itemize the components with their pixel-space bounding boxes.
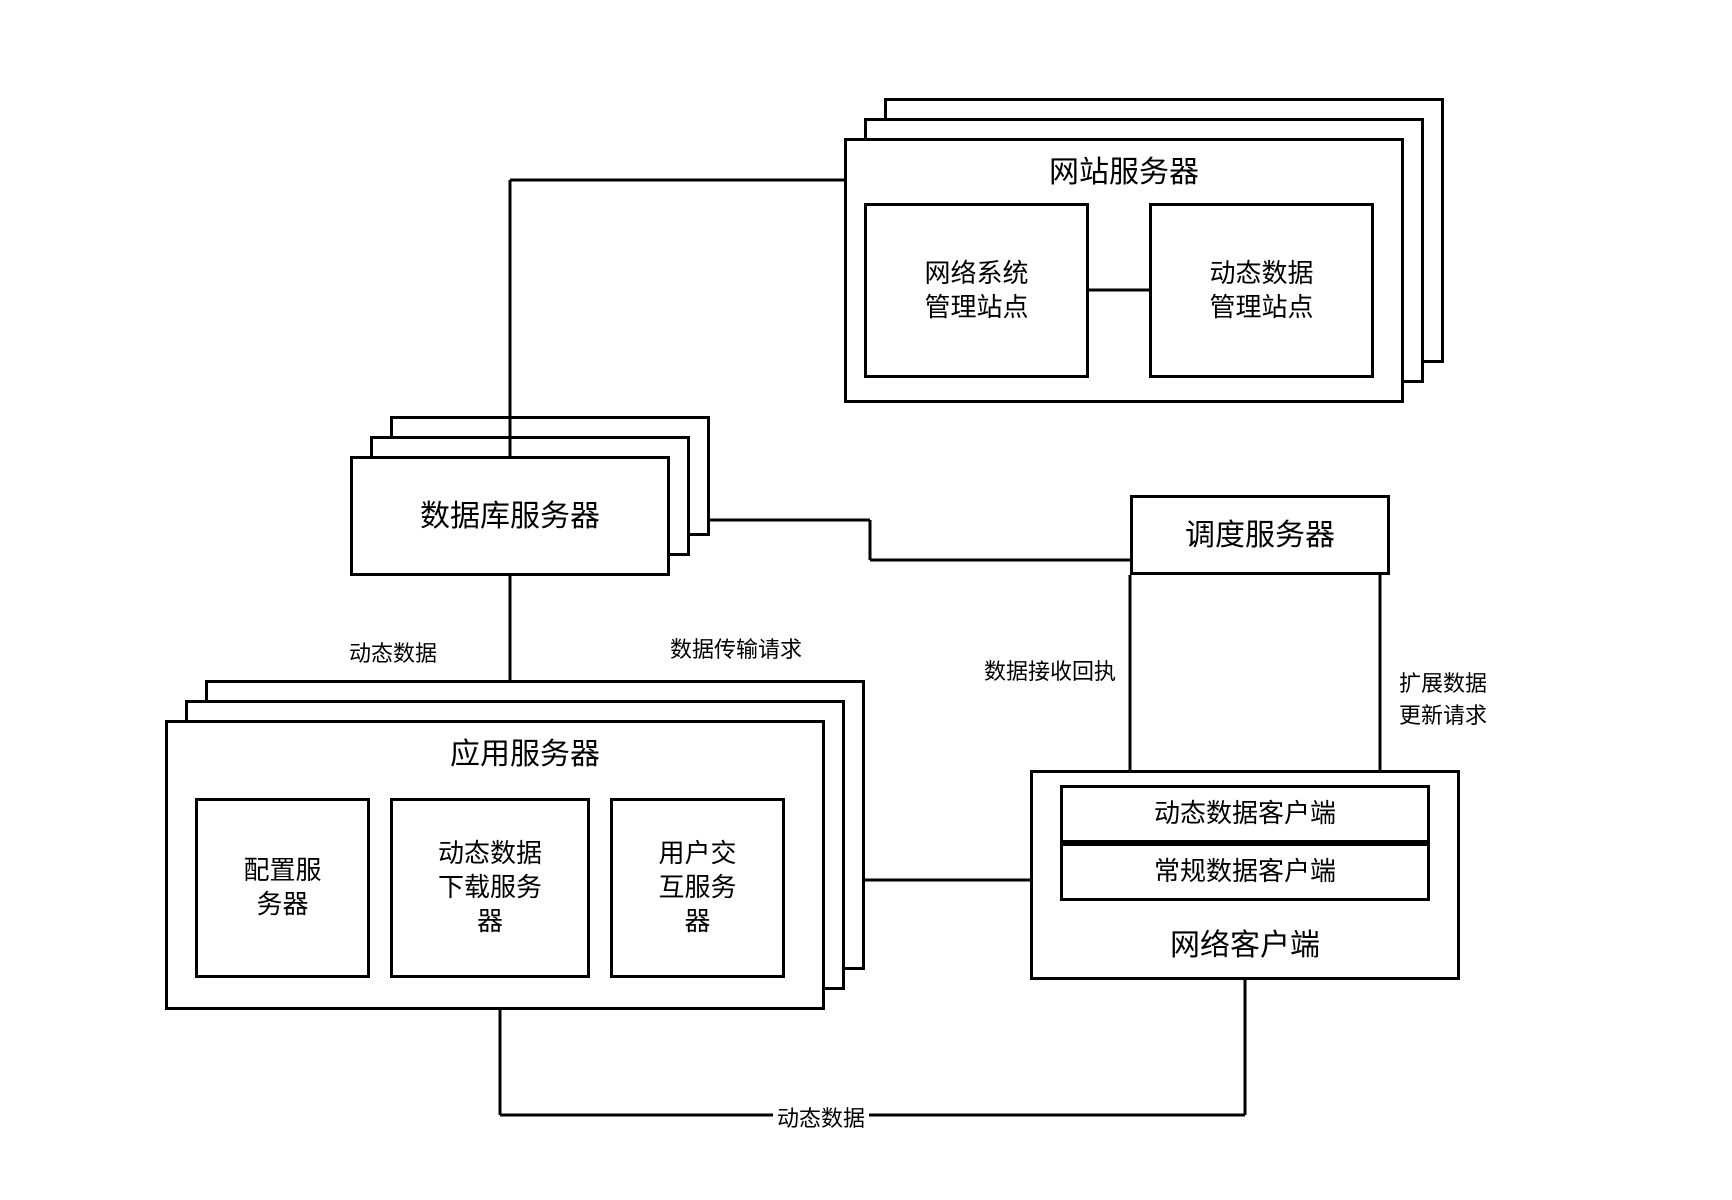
dyn-client-label: 动态数据客户端 (1154, 797, 1336, 831)
dyn-data-mgmt-site-node: 动态数据 管理站点 (1149, 203, 1374, 378)
dyn-dl-server-node: 动态数据 下载服务 器 (390, 798, 590, 978)
db-server-node: 数据库服务器 (350, 456, 670, 576)
dyn-dl-server-label: 动态数据 下载服务 器 (438, 837, 542, 938)
config-server-node: 配置服 务器 (195, 798, 370, 978)
edge-label-app-to-client: 动态数据 (773, 1101, 869, 1133)
edge-label-dispatch-right: 扩展数据 更新请求 (1395, 640, 1491, 730)
dyn-client-node: 动态数据客户端 (1060, 785, 1430, 843)
system-architecture-diagram: 网站服务器 网络系统 管理站点 动态数据 管理站点 数据库服务器 调度服务器 应… (0, 0, 1732, 1200)
reg-client-label: 常规数据客户端 (1154, 855, 1336, 889)
website-server-title: 网站服务器 (1049, 153, 1199, 192)
dyn-data-mgmt-site-label: 动态数据 管理站点 (1209, 257, 1313, 325)
db-server-title: 数据库服务器 (420, 497, 600, 536)
dispatch-server-title: 调度服务器 (1185, 516, 1335, 555)
user-ix-server-node: 用户交 互服务 器 (610, 798, 785, 978)
edge-label-db-to-dispatch: 数据传输请求 (666, 632, 806, 664)
edge-label-db-to-app: 动态数据 (345, 636, 441, 668)
reg-client-node: 常规数据客户端 (1060, 843, 1430, 901)
config-server-label: 配置服 务器 (243, 854, 321, 922)
edge-label-dispatch-left: 数据接收回执 (980, 654, 1120, 686)
user-ix-server-label: 用户交 互服务 器 (658, 837, 736, 938)
dispatch-server-node: 调度服务器 (1130, 495, 1390, 575)
net-client-title: 网络客户端 (1170, 926, 1320, 965)
net-sys-mgmt-site-node: 网络系统 管理站点 (864, 203, 1089, 378)
net-sys-mgmt-site-label: 网络系统 管理站点 (924, 257, 1028, 325)
app-server-title: 应用服务器 (390, 735, 600, 774)
